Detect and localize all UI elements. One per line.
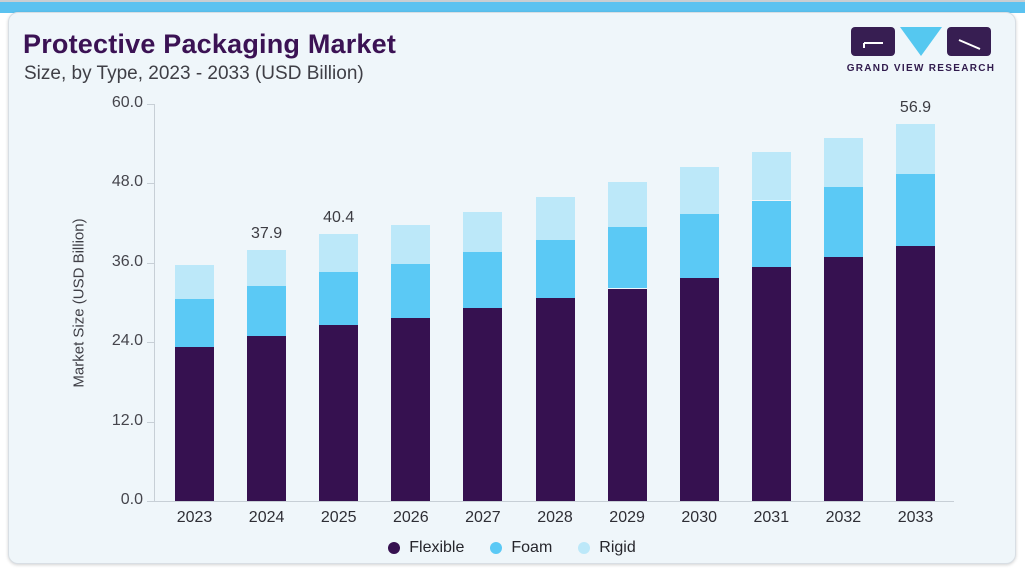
bar-total-label-2033: 56.9 [899, 99, 932, 117]
y-tick-mark [147, 342, 154, 344]
y-axis-line [154, 104, 155, 502]
bar-segment-foam-2023 [175, 299, 214, 348]
x-axis-label-2030: 2030 [681, 509, 717, 526]
legend-dot-foam-icon [490, 542, 503, 554]
bar-segment-flexible-2029 [607, 288, 647, 501]
bar-segment-rigid-2028 [535, 196, 575, 240]
legend-item-foam: Foam [490, 539, 552, 557]
bar-segment-rigid-2032 [823, 137, 863, 188]
chart-card: Protective Packaging Market Size, by Typ… [8, 12, 1016, 564]
y-tick-label: 0.0 [120, 491, 143, 508]
page-subtitle: Size, by Type, 2023 - 2033 (USD Billion) [24, 63, 364, 84]
y-axis-title: Market Size (USD Billion) [70, 218, 88, 388]
bar-total-label-2024: 37.9 [251, 225, 283, 243]
y-tick-mark [147, 183, 154, 185]
bar-segment-rigid-2031 [751, 152, 791, 201]
bar-segment-foam-2030 [679, 213, 719, 278]
x-axis-label-2033: 2033 [897, 509, 934, 526]
legend-label-flexible: Flexible [409, 539, 465, 556]
bar-segment-flexible-2023 [175, 347, 214, 501]
y-tick-mark [147, 421, 154, 423]
bar-segment-foam-2031 [751, 200, 791, 268]
bar-segment-rigid-2033 [896, 124, 935, 174]
bar-segment-flexible-2031 [751, 267, 791, 501]
y-tick-mark [147, 501, 154, 502]
page-title: Protective Packaging Market [23, 29, 397, 59]
logo-r-block-icon [947, 27, 991, 56]
x-axis-label-2025: 2025 [320, 509, 357, 526]
y-tick-label: 12.0 [111, 411, 143, 429]
legend-item-rigid: Rigid [578, 539, 636, 557]
logo-g-block-icon [851, 27, 895, 56]
bar-segment-flexible-2024 [247, 336, 287, 501]
bar-segment-rigid-2029 [607, 181, 647, 227]
top-ribbon [0, 0, 1025, 13]
y-tick-label: 60.0 [111, 93, 143, 111]
bar-segment-foam-2024 [247, 285, 287, 337]
brand-name: GRAND VIEW RESEARCH [846, 63, 996, 74]
bar-segment-flexible-2028 [535, 298, 575, 501]
bar-segment-foam-2026 [391, 264, 431, 319]
bar-segment-flexible-2025 [319, 324, 359, 501]
bar-segment-flexible-2032 [823, 256, 863, 501]
bar-segment-foam-2029 [607, 226, 647, 289]
x-axis-label-2029: 2029 [609, 509, 645, 526]
y-tick-label: 36.0 [111, 252, 143, 270]
bar-segment-foam-2028 [535, 239, 575, 299]
legend-label-rigid: Rigid [599, 539, 636, 556]
legend-label-foam: Foam [511, 539, 553, 556]
bar-segment-rigid-2023 [175, 265, 214, 300]
y-tick-mark [147, 262, 154, 264]
x-axis-label-2026: 2026 [393, 509, 429, 526]
logo-v-triangle-icon [900, 27, 942, 56]
y-tick-label: 48.0 [111, 173, 143, 191]
bar-total-label-2025: 40.4 [323, 208, 355, 226]
gvr-logo: GRAND VIEW RESEARCH [845, 27, 997, 74]
y-tick-label: 24.0 [111, 332, 143, 350]
bar-segment-rigid-2027 [463, 211, 503, 253]
x-axis-label-2027: 2027 [465, 509, 501, 526]
x-axis-label-2023: 2023 [176, 509, 213, 526]
x-axis-line [154, 501, 954, 502]
bar-segment-foam-2025 [319, 271, 359, 325]
x-axis-label-2032: 2032 [825, 509, 862, 526]
bar-segment-flexible-2026 [391, 318, 431, 501]
x-axis-label-2028: 2028 [537, 509, 573, 526]
bar-segment-foam-2032 [823, 187, 863, 257]
bar-segment-flexible-2027 [463, 308, 503, 501]
y-tick-mark [147, 103, 154, 105]
gvr-logo-icon [845, 27, 997, 56]
legend-item-flexible: Flexible [388, 539, 464, 557]
legend: Flexible Foam Rigid [9, 537, 1015, 559]
bar-segment-flexible-2030 [679, 277, 719, 501]
x-axis-label-2031: 2031 [753, 509, 790, 526]
x-axis-label-2024: 2024 [248, 509, 285, 526]
bar-segment-rigid-2024 [247, 250, 287, 286]
legend-dot-rigid-icon [578, 542, 591, 554]
bar-segment-flexible-2033 [896, 245, 935, 501]
legend-dot-flexible-icon [388, 542, 401, 554]
bar-segment-foam-2033 [896, 174, 935, 246]
bar-segment-foam-2027 [463, 252, 503, 309]
bar-segment-rigid-2026 [391, 224, 431, 264]
bar-segment-rigid-2025 [319, 233, 359, 272]
bar-segment-rigid-2030 [679, 166, 719, 214]
